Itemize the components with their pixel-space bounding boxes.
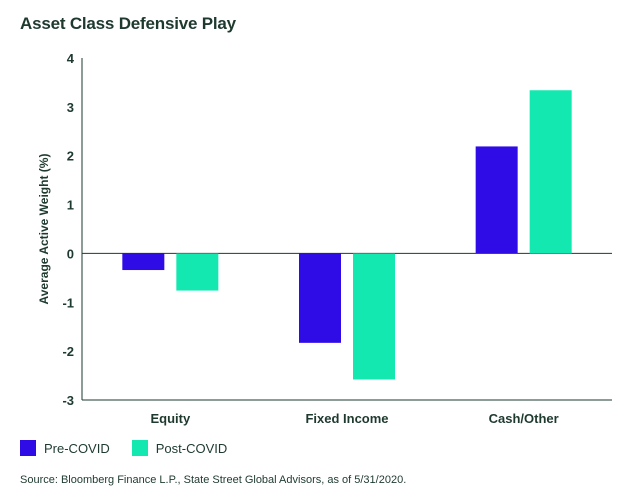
bar-cash-other-post-covid bbox=[529, 90, 572, 254]
y-tick-label: 3 bbox=[67, 100, 74, 115]
x-category-label: Equity bbox=[150, 411, 190, 426]
y-tick-label: 1 bbox=[67, 198, 74, 213]
axes bbox=[81, 58, 612, 401]
legend-item-post-covid: Post-COVID bbox=[131, 440, 228, 456]
legend-label-post-covid: Post-COVID bbox=[155, 440, 228, 456]
legend-label-pre-covid: Pre-COVID bbox=[44, 440, 110, 456]
bar-equity-pre-covid bbox=[122, 253, 165, 271]
y-tick-label: -3 bbox=[62, 393, 74, 408]
legend-swatch-pre-covid bbox=[20, 440, 36, 456]
legend-swatch-post-covid bbox=[131, 440, 148, 456]
x-category-labels: Equity Fixed Income Cash/Other bbox=[150, 411, 558, 426]
y-tick-label: -2 bbox=[62, 344, 74, 359]
chart-title: Asset Class Defensive Play bbox=[20, 14, 236, 33]
bars bbox=[122, 90, 572, 380]
x-category-label: Fixed Income bbox=[305, 411, 388, 426]
y-axis-label-group: Average Active Weight (%) bbox=[37, 154, 51, 305]
bar-fixed-income-post-covid bbox=[353, 253, 395, 380]
bar-chart: Average Active Weight (%) 4 3 2 1 0 -1 -2 -3 Eq… bbox=[37, 51, 612, 426]
legend: Pre-COVID Post-COVID bbox=[20, 440, 249, 456]
y-tick-label: 4 bbox=[67, 51, 75, 66]
y-tick-label: 2 bbox=[67, 149, 74, 164]
y-axis-label: Average Active Weight (%) bbox=[37, 154, 51, 305]
y-tick-labels: 4 3 2 1 0 -1 -2 -3 bbox=[62, 51, 74, 408]
x-category-label: Cash/Other bbox=[489, 411, 559, 426]
legend-item-pre-covid: Pre-COVID bbox=[20, 440, 110, 456]
y-tick-label: 0 bbox=[67, 246, 74, 261]
bar-cash-other-pre-covid bbox=[475, 146, 518, 254]
bar-equity-post-covid bbox=[176, 253, 219, 291]
y-tick-label: -1 bbox=[62, 295, 74, 310]
source-note: Source: Bloomberg Finance L.P., State St… bbox=[20, 474, 407, 486]
bar-fixed-income-pre-covid bbox=[299, 253, 341, 343]
